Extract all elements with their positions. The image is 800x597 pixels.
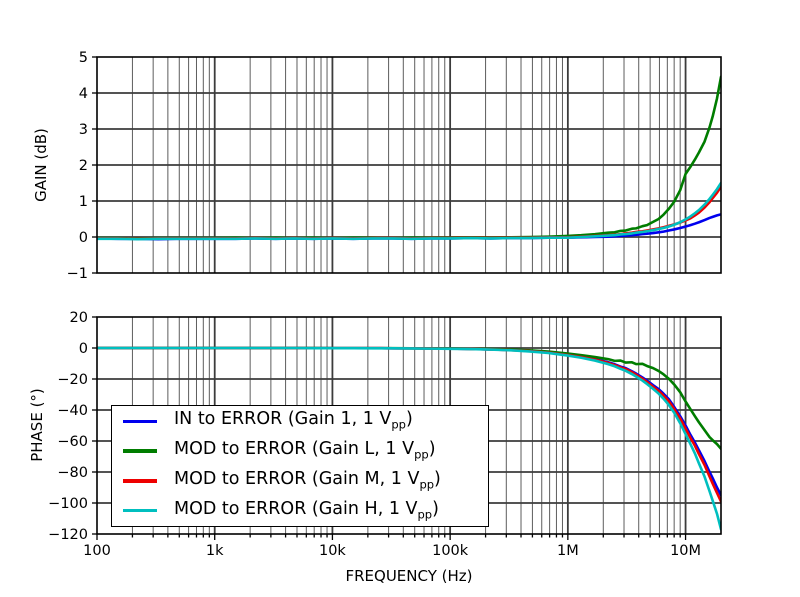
curve-mod-to-error-gain-h-1-vpp- xyxy=(97,346,721,531)
y-tick-label: 1 xyxy=(79,194,88,210)
legend-item-mod-gain-l: MOD to ERROR (Gain L, 1 Vpp) xyxy=(112,437,488,466)
y-tick-label: −40 xyxy=(57,403,88,419)
x-tick-label: 1k xyxy=(206,543,224,559)
y-tick-label: 4 xyxy=(79,86,88,102)
legend-item-in-to-error: IN to ERROR (Gain 1, 1 Vpp) xyxy=(112,407,488,436)
y-tick-label: −1 xyxy=(67,266,88,282)
legend-label: IN to ERROR (Gain 1, 1 Vpp) xyxy=(174,409,413,432)
x-tick-label: 100 xyxy=(83,543,111,559)
y-tick-label: −20 xyxy=(57,372,88,388)
gain-axis-label: GAIN (dB) xyxy=(32,128,50,202)
legend-swatch-blue xyxy=(123,419,157,424)
y-tick-label: 0 xyxy=(79,341,88,357)
y-tick-label: −80 xyxy=(57,465,88,481)
legend-swatch-red xyxy=(123,479,157,483)
curves-group xyxy=(97,346,721,531)
y-tick-label: 20 xyxy=(70,310,88,326)
x-tick-label: 1M xyxy=(557,543,579,559)
curve-in-to-error-gain-1-1-vpp- xyxy=(97,213,721,241)
y-tick-label: 3 xyxy=(79,122,88,138)
y-tick-label: −100 xyxy=(48,496,88,512)
legend-swatch-green xyxy=(123,449,157,453)
y-tick-label: 0 xyxy=(79,230,88,246)
curves-group xyxy=(97,75,721,241)
y-tick-label: 5 xyxy=(79,50,88,66)
x-tick-label: 100k xyxy=(432,543,469,559)
legend-swatch-cyan xyxy=(123,508,157,513)
legend-label: MOD to ERROR (Gain M, 1 Vpp) xyxy=(174,468,441,492)
subplot-gain_db: 5 4 3 2 1 0 −1 xyxy=(67,50,722,282)
plot-frame xyxy=(96,316,722,535)
x-tick-label: 10M xyxy=(670,543,701,559)
x-tick-label: 10k xyxy=(319,543,346,559)
legend-label: MOD to ERROR (Gain H, 1 Vpp) xyxy=(174,498,439,522)
curve-mod-to-error-gain-l-1-vpp- xyxy=(97,75,721,240)
y-tick-label: 2 xyxy=(79,158,88,174)
frequency-axis-label: FREQUENCY (Hz) xyxy=(345,567,472,585)
legend-item-mod-gain-m: MOD to ERROR (Gain M, 1 Vpp) xyxy=(112,466,488,495)
phase-axis-label: PHASE (°) xyxy=(28,388,46,462)
y-tick-label: −120 xyxy=(48,527,88,543)
legend-box: IN to ERROR (Gain 1, 1 Vpp) MOD to ERROR… xyxy=(111,405,489,527)
legend-label: MOD to ERROR (Gain L, 1 Vpp) xyxy=(174,439,436,462)
legend-item-mod-gain-h: MOD to ERROR (Gain H, 1 Vpp) xyxy=(112,496,488,525)
y-tick-label: −60 xyxy=(57,434,88,450)
curve-mod-to-error-gain-h-1-vpp- xyxy=(97,181,721,241)
